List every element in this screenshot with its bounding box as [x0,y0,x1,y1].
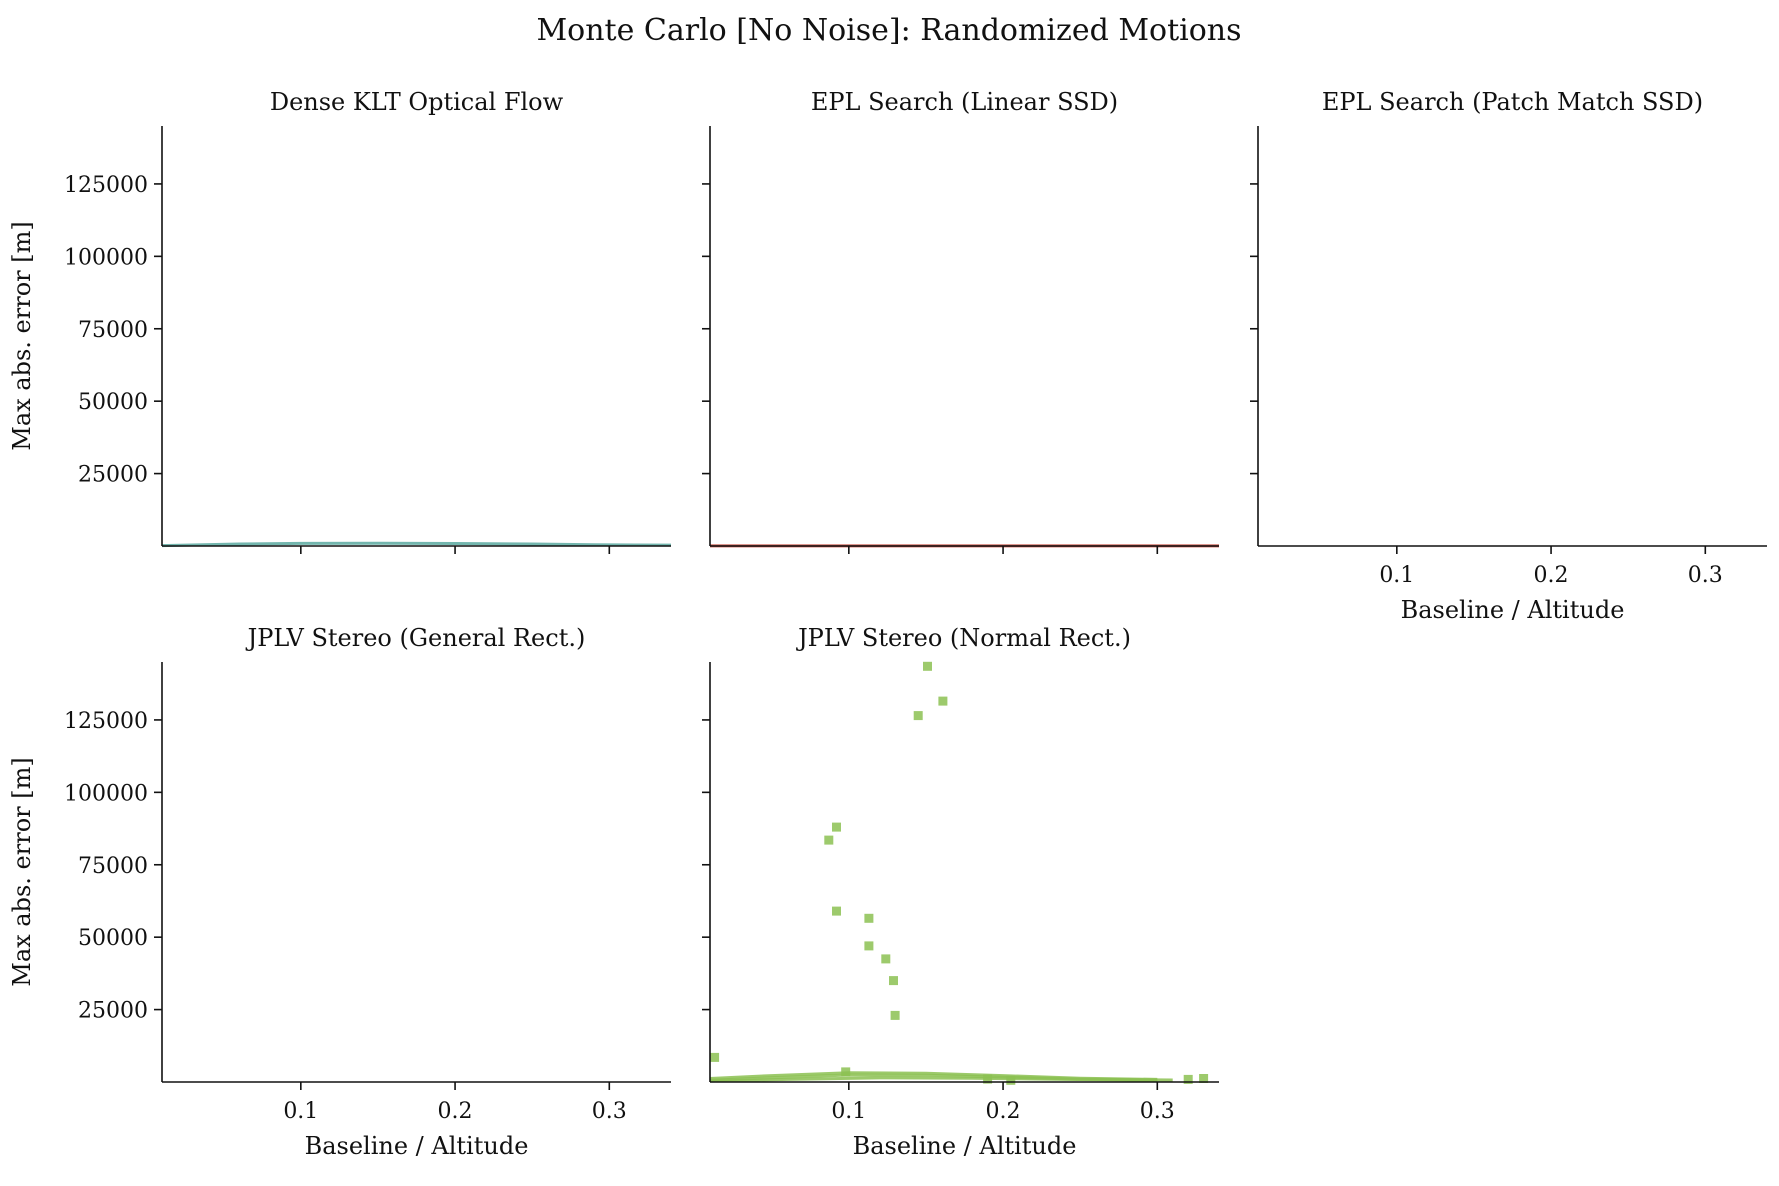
scatter-point [890,1010,900,1020]
scatter-point [832,906,841,916]
y-tick-label: 75000 [78,318,148,343]
scatter-point [841,1067,851,1077]
y-axis-label: Max abs. error [m] [8,757,36,986]
x-tick-label: 0.1 [1379,563,1414,588]
x-axis-label: Baseline / Altitude [853,1132,1077,1160]
y-tick-label: 50000 [78,926,148,951]
subplot-4: JPLV Stereo (General Rect.) 0.1 0.2 0.3 2500… [8,624,671,1160]
scatter-point [938,696,948,706]
scatter-point [983,1074,993,1084]
subplot-2: EPL Search (Linear SSD) [702,88,1219,554]
scatter-point [710,1052,720,1062]
scatter-point [889,976,898,986]
subplot-3: EPL Search (Patch Match SSD) 0.1 0.2 0.3 Bas… [1250,88,1767,624]
y-tick-label: 125000 [64,709,148,734]
subplot-title: Dense KLT Optical Flow [270,88,564,116]
y-tick-label: 50000 [78,390,148,415]
y-tick-label: 125000 [64,173,148,198]
x-tick-label: 0.2 [1534,563,1569,588]
subplot-grid: Dense KLT Optical Flow 25000 50000 75000 100… [8,88,1767,1160]
x-tick-label: 0.1 [831,1099,866,1124]
scatter-point [824,835,834,845]
y-tick-label: 100000 [64,781,148,806]
scatter-point [1199,1074,1209,1083]
subplot-title: JPLV Stereo (General Rect.) [245,624,586,652]
x-axis-label: Baseline / Altitude [1401,596,1625,624]
x-tick-label: 0.3 [1688,563,1723,588]
subplot-title: EPL Search (Patch Match SSD) [1322,88,1703,116]
scatter-point [913,711,923,721]
y-tick-label: 75000 [78,854,148,879]
x-tick-label: 0.2 [438,1099,473,1124]
y-axis-label: Max abs. error [m] [8,221,36,450]
y-tick-label: 25000 [78,999,148,1024]
series-line-3 [709,1076,1158,1083]
x-tick-label: 0.1 [283,1099,318,1124]
y-tick-label: 100000 [64,245,148,270]
subplot-1: Dense KLT Optical Flow 25000 50000 75000 100… [8,88,672,554]
scatter-point [1006,1075,1016,1085]
series-line-1 [161,541,672,548]
x-tick-label: 0.3 [592,1099,627,1124]
scatter-point [881,954,891,964]
subplot-5: JPLV Stereo (Normal Rect.) 0.1 0.2 0.3 Basel… [702,624,1219,1160]
scatter-point [864,941,874,951]
scatter-point [832,822,841,832]
x-axis-label: Baseline / Altitude [305,1132,529,1160]
x-tick-label: 0.2 [986,1099,1021,1124]
y-tick-label: 25000 [78,463,148,488]
scatter-point [864,913,874,923]
subplot-title: JPLV Stereo (Normal Rect.) [795,624,1131,652]
x-tick-label: 0.3 [1140,1099,1175,1124]
figure-title: Monte Carlo [No Noise]: Randomized Motio… [536,13,1241,48]
scatter-point [923,661,932,671]
scatter-point [1183,1074,1193,1084]
subplot-title: EPL Search (Linear SSD) [811,88,1118,116]
